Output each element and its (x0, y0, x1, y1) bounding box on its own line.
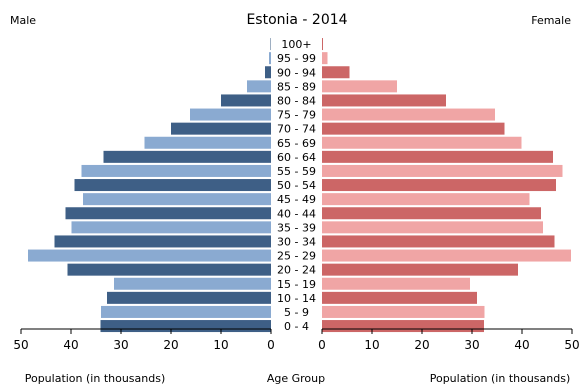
male-x-tick-label: 20 (163, 338, 178, 352)
male-label: Male (10, 14, 36, 27)
female-bar (322, 249, 571, 262)
axes: 50 50 40 40 30 30 20 20 10 10 0 0 (13, 328, 580, 352)
age-group-label: 35 - 39 (277, 221, 316, 234)
age-group-label: 30 - 34 (277, 235, 316, 248)
female-bar (322, 320, 484, 333)
male-bar (100, 320, 271, 333)
age-group-label: 45 - 49 (277, 193, 316, 206)
male-bar (83, 193, 271, 206)
male-bar (171, 122, 271, 135)
male-bar (221, 94, 271, 107)
male-x-tick-label: 30 (113, 338, 128, 352)
male-bar (107, 291, 271, 304)
female-bar (322, 66, 350, 79)
age-group-label: 100+ (281, 38, 311, 51)
male-bar (270, 38, 271, 51)
male-x-tick-label: 50 (13, 338, 28, 352)
female-bar (322, 108, 495, 121)
age-group-label: 80 - 84 (277, 94, 316, 107)
male-bar (67, 263, 271, 276)
female-bar (322, 94, 446, 107)
female-bar (322, 122, 505, 135)
male-x-tick-label: 10 (213, 338, 228, 352)
female-x-tick-label: 20 (414, 338, 429, 352)
male-bar (247, 80, 271, 93)
age-group-label: 10 - 14 (277, 292, 316, 305)
male-bar (144, 136, 271, 149)
female-bar (322, 179, 556, 192)
age-group-label: 20 - 24 (277, 264, 316, 277)
male-bar (65, 207, 271, 220)
age-group-label: 65 - 69 (277, 137, 316, 150)
male-bar (54, 235, 271, 248)
female-bar (322, 164, 563, 177)
female-bar (322, 136, 522, 149)
male-bar (101, 305, 271, 318)
age-group-label: 50 - 54 (277, 179, 316, 192)
male-bars (28, 38, 271, 333)
male-x-tick-label: 0 (267, 338, 275, 352)
female-bar (322, 291, 477, 304)
age-group-label: 15 - 19 (277, 278, 316, 291)
female-bar (322, 193, 530, 206)
male-bar (103, 150, 271, 163)
female-label: Female (531, 14, 571, 27)
male-bar (114, 277, 271, 290)
male-x-tick-label: 40 (63, 338, 78, 352)
female-bar (322, 235, 555, 248)
female-x-tick-label: 40 (514, 338, 529, 352)
x-axis-label-female: Population (in thousands) (430, 372, 571, 385)
female-bar (322, 80, 397, 93)
age-group-label: 75 - 79 (277, 109, 316, 122)
female-bar (322, 38, 323, 51)
male-bar (190, 108, 271, 121)
male-bar (265, 66, 271, 79)
male-bar (28, 249, 271, 262)
female-x-tick-label: 50 (564, 338, 579, 352)
age-group-label: 70 - 74 (277, 123, 316, 136)
age-group-label: 25 - 29 (277, 250, 316, 263)
age-group-label: 95 - 99 (277, 52, 316, 65)
female-bar (322, 207, 541, 220)
female-bar (322, 221, 543, 234)
age-group-label: 5 - 9 (284, 306, 309, 319)
female-x-tick-label: 0 (318, 338, 326, 352)
age-group-label: 60 - 64 (277, 151, 316, 164)
female-x-tick-label: 30 (464, 338, 479, 352)
x-axis-label-center: Age Group (267, 372, 325, 385)
female-bar (322, 277, 470, 290)
female-x-tick-label: 10 (364, 338, 379, 352)
female-bar (322, 263, 518, 276)
female-bars (322, 38, 571, 333)
chart-title: Estonia - 2014 (246, 12, 347, 28)
age-group-label: 55 - 59 (277, 165, 316, 178)
male-bar (74, 179, 271, 192)
x-axis-label-male: Population (in thousands) (25, 372, 166, 385)
female-bar (322, 305, 485, 318)
male-bar (81, 164, 271, 177)
age-group-label: 40 - 44 (277, 207, 316, 220)
age-group-label: 0 - 4 (284, 320, 309, 333)
male-bar (71, 221, 271, 234)
age-group-label: 90 - 94 (277, 66, 316, 79)
male-bar (269, 52, 271, 65)
female-bar (322, 52, 328, 65)
female-bar (322, 150, 553, 163)
age-group-label: 85 - 89 (277, 80, 316, 93)
